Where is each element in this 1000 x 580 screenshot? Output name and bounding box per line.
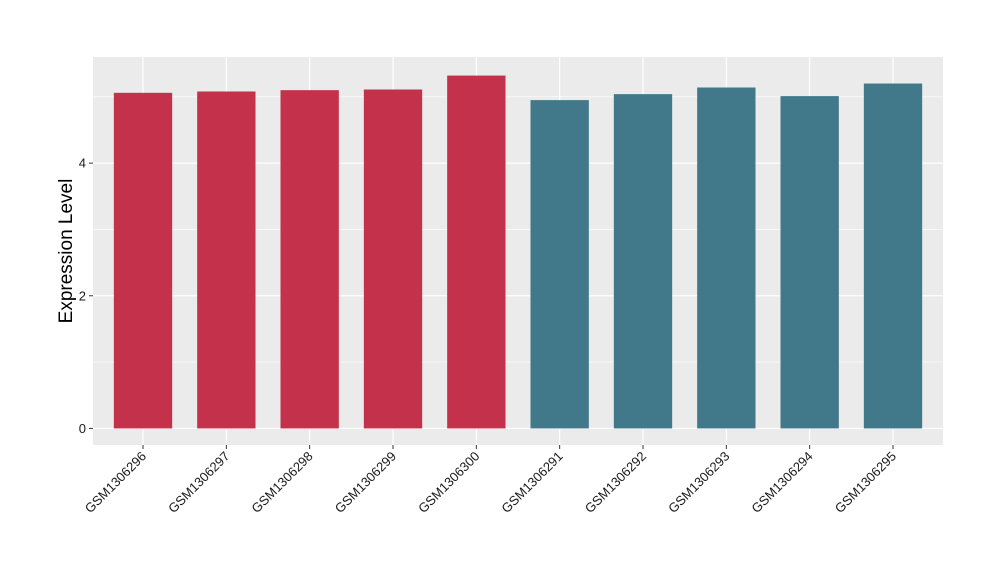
y-axis: 0 2 4 (79, 156, 93, 436)
x-tick-label: GSM1306291 (498, 449, 565, 516)
bar-GSM1306291 (530, 100, 589, 429)
bar-GSM1306292 (613, 94, 673, 429)
bar-GSM1306296 (113, 92, 173, 429)
bar-GSM1306294 (780, 96, 839, 429)
y-axis-label: Expression Level (56, 179, 77, 324)
bar-GSM1306298 (280, 90, 339, 429)
bar-GSM1306293 (697, 87, 756, 429)
x-tick-label: GSM1306292 (582, 449, 649, 516)
x-tick-label: GSM1306293 (665, 449, 732, 516)
bars (113, 75, 923, 429)
bar-GSM1306297 (197, 91, 256, 429)
y-tick-label: 0 (79, 421, 86, 436)
y-tick-label: 2 (79, 288, 86, 303)
x-tick-label: GSM1306295 (832, 449, 899, 516)
bar-GSM1306295 (863, 83, 923, 429)
x-tick-label: GSM1306294 (748, 449, 815, 516)
x-tick-label: GSM1306296 (82, 449, 149, 516)
bar-GSM1306299 (363, 89, 423, 429)
x-tick-label: GSM1306298 (248, 449, 315, 516)
bar-GSM1306300 (447, 75, 506, 429)
x-tick-label: GSM1306299 (332, 449, 399, 516)
x-axis: GSM1306296 GSM1306297 GSM1306298 GSM1306299… (82, 445, 899, 516)
y-tick-label: 4 (79, 156, 86, 171)
x-tick-label: GSM1306300 (415, 449, 482, 516)
x-tick-label: GSM1306297 (165, 449, 232, 516)
